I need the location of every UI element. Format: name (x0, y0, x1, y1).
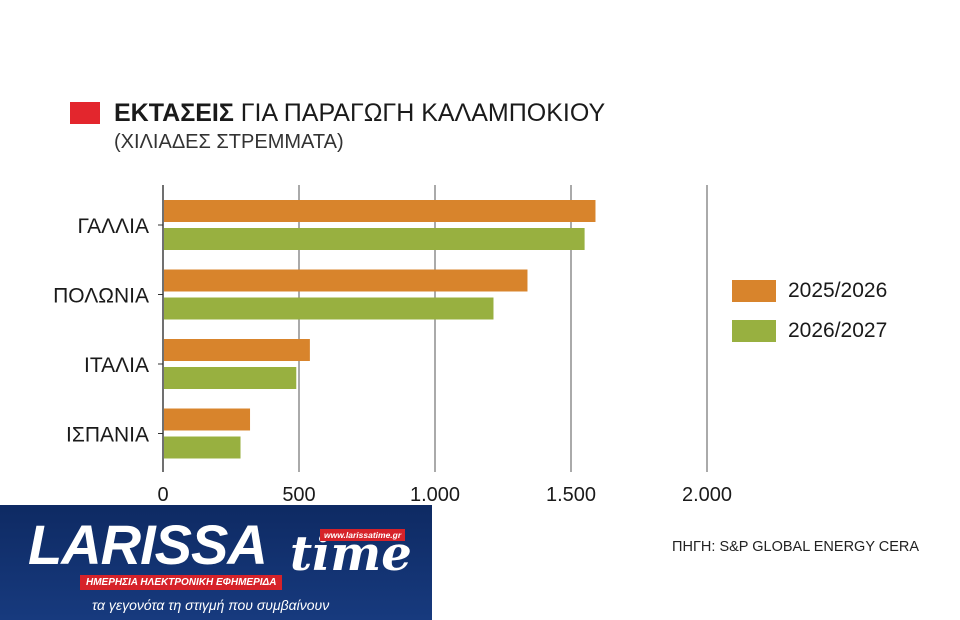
larissatime-logo[interactable]: LARISSA time www.larissatime.gr ΗΜΕΡΗΣΙΑ… (0, 505, 432, 620)
bar-0-1 (164, 269, 528, 292)
bar-1-1 (164, 297, 494, 320)
bar-1-2 (164, 367, 297, 389)
x-tick-label-0: 0 (157, 484, 168, 506)
category-label-2: ΙΤΑΛΙΑ (84, 354, 149, 377)
title-marker (70, 102, 100, 124)
x-tick-label-2000: 2.000 (682, 484, 732, 506)
bar-0-3 (164, 408, 251, 431)
category-label-3: ΙΣΠΑΝΙΑ (66, 424, 149, 447)
bar-0-2 (164, 339, 310, 361)
x-tick-label-1500: 1.500 (546, 484, 596, 506)
logo-wordmark: LARISSA (28, 513, 268, 576)
x-tick-label-500: 500 (282, 484, 315, 506)
chart-subtitle: (ΧΙΛΙΑΔΕΣ ΣΤΡΕΜΜΑΤΑ) (114, 131, 344, 153)
logo-band: ΗΜΕΡΗΣΙΑ ΗΛΕΚΤΡΟΝΙΚΗ ΕΦΗΜΕΡΙΔΑ (80, 575, 283, 590)
bar-0-0 (164, 200, 596, 222)
category-label-1: ΠΟΛΩΝΙΑ (53, 285, 149, 308)
bar-1-0 (164, 228, 585, 250)
legend-swatch-2025 (732, 280, 776, 302)
logo-tagline: τα γεγονότα τη στιγμή που συμβαίνουν (92, 597, 330, 613)
chart-title-rest: ΓΙΑ ΠΑΡΑΓΩΓΗ ΚΑΛΑΜΠΟΚΙΟΥ (240, 99, 606, 127)
x-tick-label-1000: 1.000 (410, 484, 460, 506)
legend-swatch-2026 (732, 320, 776, 342)
chart-title: ΕΚΤΑΣΕΙΣ ΓΙΑ ΠΑΡΑΓΩΓΗ ΚΑΛΑΜΠΟΚΙΟΥ (114, 98, 605, 128)
bar-1-3 (164, 436, 241, 459)
logo-url: www.larissatime.gr (320, 529, 406, 541)
legend-label-2026: 2026/2027 (788, 319, 888, 342)
legend-label-2025: 2025/2026 (788, 279, 888, 302)
source-note: ΠΗΓΗ: S&P GLOBAL ENERGY CERA (672, 539, 920, 555)
chart-title-bold: ΕΚΤΑΣΕΙΣ (114, 99, 234, 127)
category-label-0: ΓΑΛΛΙΑ (77, 215, 149, 238)
